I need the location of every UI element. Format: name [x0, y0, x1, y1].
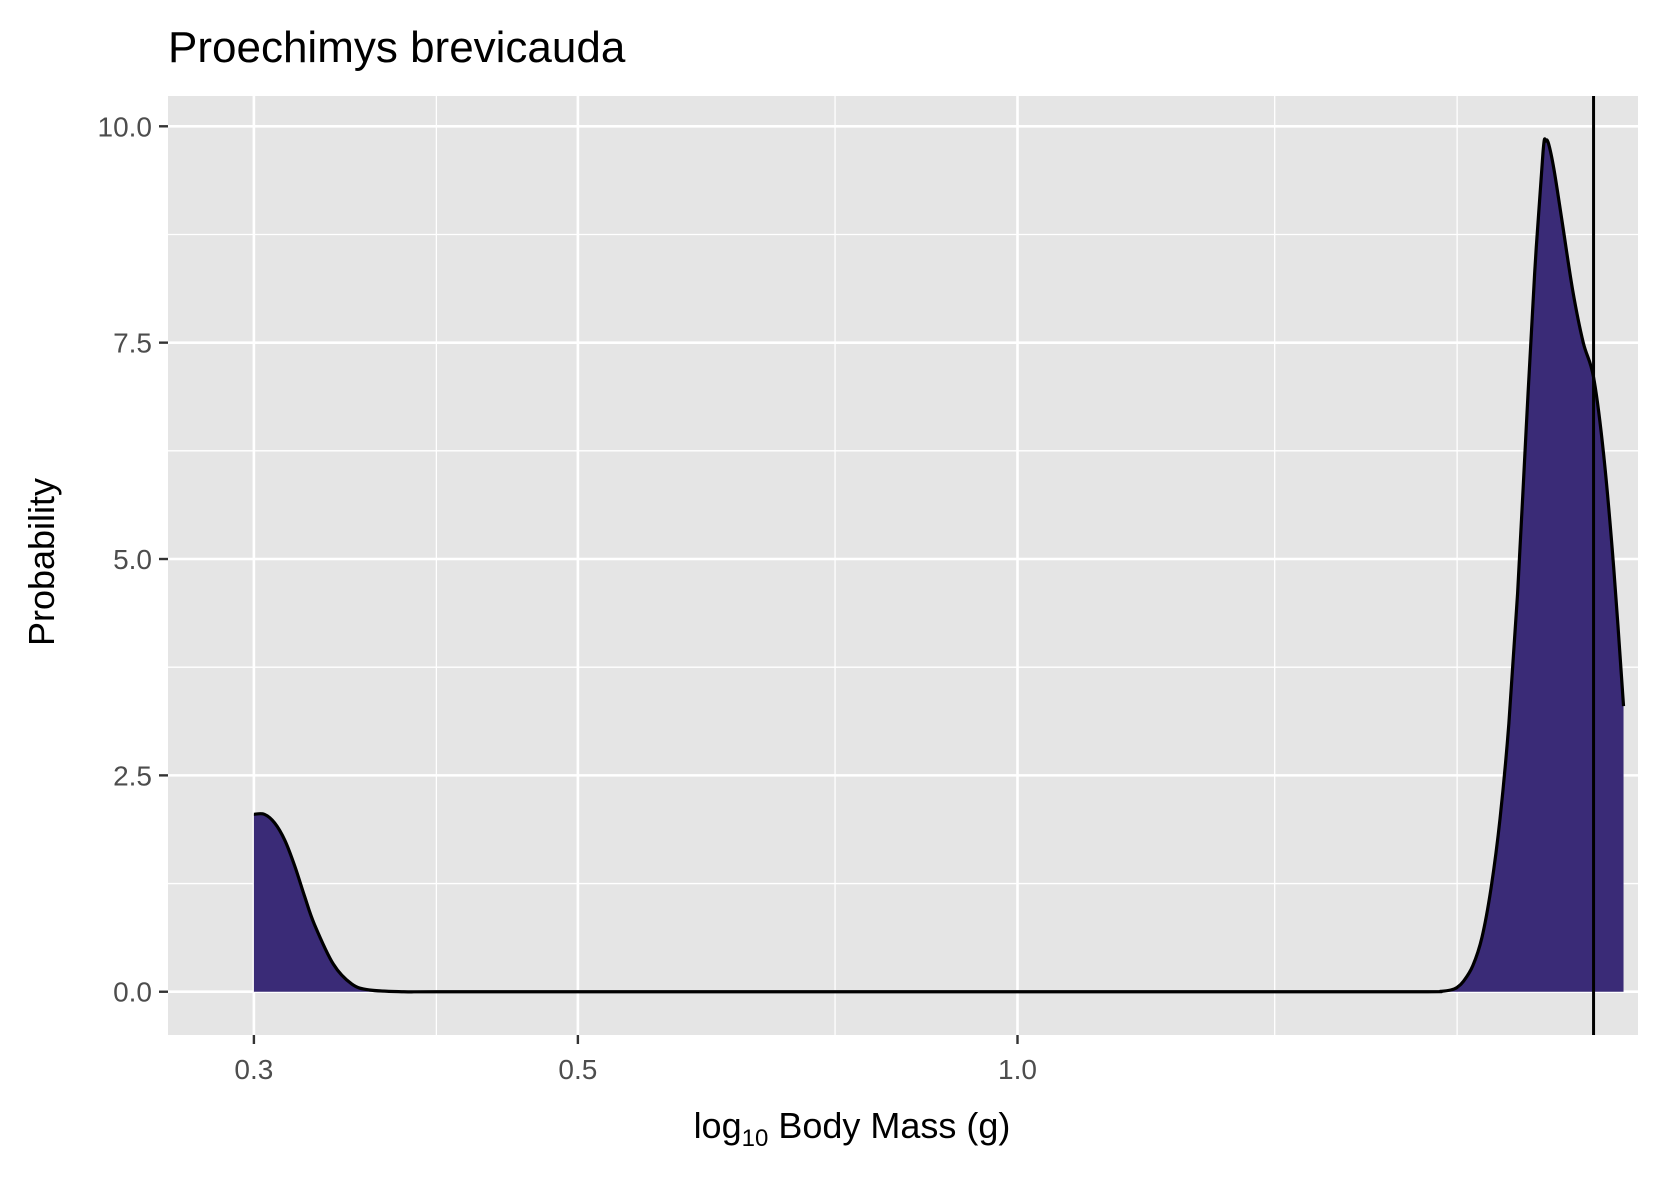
- x-axis-title-log: log: [694, 1105, 742, 1146]
- x-tick-label: 0.5: [558, 1054, 597, 1085]
- x-tick-label: 0.3: [234, 1054, 273, 1085]
- density-line: [253, 137, 1626, 994]
- y-tick-label: 5.0: [113, 544, 152, 575]
- x-axis-title-paren-close: ): [998, 1105, 1010, 1146]
- y-tick-label: 7.5: [113, 328, 152, 359]
- y-axis: 0.0 2.5 5.0 7.5 10.0: [98, 111, 168, 1008]
- x-axis: 0.3 0.5 1.0: [234, 1035, 1037, 1085]
- y-tick-label: 2.5: [113, 760, 152, 791]
- chart-title: Proechimys brevicauda: [168, 23, 626, 72]
- minor-gridlines: [168, 96, 1638, 1035]
- y-tick-label: 0.0: [113, 977, 152, 1008]
- plot-panel: [168, 96, 1638, 1035]
- x-axis-title-text: Body Mass: [768, 1105, 966, 1146]
- y-axis-title: Probability: [21, 478, 62, 646]
- y-tick-label: 10.0: [98, 111, 153, 142]
- x-tick-label: 1.0: [998, 1054, 1037, 1085]
- x-axis-title-paren-open: (: [966, 1105, 978, 1146]
- x-axis-title-subscript: 10: [742, 1125, 769, 1152]
- x-axis-title: log10 Body Mass (g): [694, 1105, 1011, 1152]
- density-series: [253, 137, 1626, 994]
- x-axis-title-unit: g: [978, 1105, 998, 1146]
